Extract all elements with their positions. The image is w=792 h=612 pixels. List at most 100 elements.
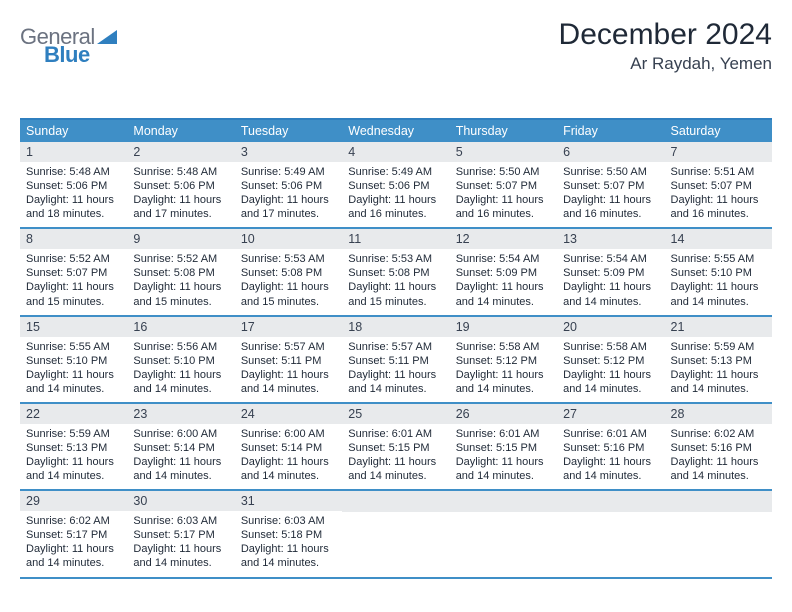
sunset-line: Sunset: 5:16 PM bbox=[671, 441, 766, 455]
day-details: Sunrise: 6:01 AMSunset: 5:15 PMDaylight:… bbox=[342, 424, 449, 483]
sunrise-line: Sunrise: 5:48 AM bbox=[26, 165, 121, 179]
day-cell bbox=[557, 491, 664, 576]
dow-cell: Friday bbox=[557, 120, 664, 142]
day-details: Sunrise: 5:52 AMSunset: 5:08 PMDaylight:… bbox=[127, 249, 234, 308]
sunset-line: Sunset: 5:10 PM bbox=[671, 266, 766, 280]
sunrise-line: Sunrise: 5:53 AM bbox=[348, 252, 443, 266]
day-cell: 4Sunrise: 5:49 AMSunset: 5:06 PMDaylight… bbox=[342, 142, 449, 227]
brand-part2-wrap: Blue bbox=[44, 42, 90, 68]
sunrise-line: Sunrise: 5:54 AM bbox=[456, 252, 551, 266]
day-number: 23 bbox=[127, 404, 234, 424]
day-cell: 20Sunrise: 5:58 AMSunset: 5:12 PMDayligh… bbox=[557, 317, 664, 402]
day-details: Sunrise: 5:55 AMSunset: 5:10 PMDaylight:… bbox=[665, 249, 772, 308]
day-number: 8 bbox=[20, 229, 127, 249]
day-cell: 14Sunrise: 5:55 AMSunset: 5:10 PMDayligh… bbox=[665, 229, 772, 314]
sunset-line: Sunset: 5:07 PM bbox=[671, 179, 766, 193]
week-row: 15Sunrise: 5:55 AMSunset: 5:10 PMDayligh… bbox=[20, 317, 772, 404]
day-details: Sunrise: 6:03 AMSunset: 5:17 PMDaylight:… bbox=[127, 511, 234, 570]
day-number: 15 bbox=[20, 317, 127, 337]
sunrise-line: Sunrise: 6:00 AM bbox=[241, 427, 336, 441]
day-of-week-header: SundayMondayTuesdayWednesdayThursdayFrid… bbox=[20, 120, 772, 142]
day-cell: 30Sunrise: 6:03 AMSunset: 5:17 PMDayligh… bbox=[127, 491, 234, 576]
sunset-line: Sunset: 5:06 PM bbox=[26, 179, 121, 193]
daylight-line: Daylight: 11 hours and 14 minutes. bbox=[563, 368, 658, 396]
day-number: 4 bbox=[342, 142, 449, 162]
daylight-line: Daylight: 11 hours and 15 minutes. bbox=[26, 280, 121, 308]
dow-cell: Saturday bbox=[665, 120, 772, 142]
day-details: Sunrise: 5:59 AMSunset: 5:13 PMDaylight:… bbox=[20, 424, 127, 483]
day-cell: 22Sunrise: 5:59 AMSunset: 5:13 PMDayligh… bbox=[20, 404, 127, 489]
day-cell: 27Sunrise: 6:01 AMSunset: 5:16 PMDayligh… bbox=[557, 404, 664, 489]
day-number: 13 bbox=[557, 229, 664, 249]
day-cell: 8Sunrise: 5:52 AMSunset: 5:07 PMDaylight… bbox=[20, 229, 127, 314]
month-title: December 2024 bbox=[559, 18, 772, 52]
sunset-line: Sunset: 5:06 PM bbox=[348, 179, 443, 193]
sunset-line: Sunset: 5:15 PM bbox=[456, 441, 551, 455]
day-number: 18 bbox=[342, 317, 449, 337]
day-details: Sunrise: 5:51 AMSunset: 5:07 PMDaylight:… bbox=[665, 162, 772, 221]
day-cell: 25Sunrise: 6:01 AMSunset: 5:15 PMDayligh… bbox=[342, 404, 449, 489]
day-details: Sunrise: 5:50 AMSunset: 5:07 PMDaylight:… bbox=[557, 162, 664, 221]
calendar-grid: SundayMondayTuesdayWednesdayThursdayFrid… bbox=[20, 118, 772, 579]
day-details: Sunrise: 5:56 AMSunset: 5:10 PMDaylight:… bbox=[127, 337, 234, 396]
day-details: Sunrise: 6:03 AMSunset: 5:18 PMDaylight:… bbox=[235, 511, 342, 570]
sunrise-line: Sunrise: 5:53 AM bbox=[241, 252, 336, 266]
day-number: 14 bbox=[665, 229, 772, 249]
day-cell: 1Sunrise: 5:48 AMSunset: 5:06 PMDaylight… bbox=[20, 142, 127, 227]
sunset-line: Sunset: 5:18 PM bbox=[241, 528, 336, 542]
day-details: Sunrise: 5:53 AMSunset: 5:08 PMDaylight:… bbox=[235, 249, 342, 308]
day-cell: 12Sunrise: 5:54 AMSunset: 5:09 PMDayligh… bbox=[450, 229, 557, 314]
day-number: 6 bbox=[557, 142, 664, 162]
day-details: Sunrise: 6:00 AMSunset: 5:14 PMDaylight:… bbox=[127, 424, 234, 483]
daylight-line: Daylight: 11 hours and 14 minutes. bbox=[133, 542, 228, 570]
title-block: December 2024 Ar Raydah, Yemen bbox=[559, 18, 772, 74]
day-number bbox=[557, 491, 664, 512]
day-cell: 29Sunrise: 6:02 AMSunset: 5:17 PMDayligh… bbox=[20, 491, 127, 576]
day-details: Sunrise: 5:59 AMSunset: 5:13 PMDaylight:… bbox=[665, 337, 772, 396]
sunset-line: Sunset: 5:17 PM bbox=[26, 528, 121, 542]
sunrise-line: Sunrise: 6:03 AM bbox=[133, 514, 228, 528]
daylight-line: Daylight: 11 hours and 14 minutes. bbox=[133, 368, 228, 396]
daylight-line: Daylight: 11 hours and 14 minutes. bbox=[671, 280, 766, 308]
sunrise-line: Sunrise: 6:01 AM bbox=[563, 427, 658, 441]
sunrise-line: Sunrise: 5:49 AM bbox=[348, 165, 443, 179]
sunset-line: Sunset: 5:11 PM bbox=[241, 354, 336, 368]
day-cell: 2Sunrise: 5:48 AMSunset: 5:06 PMDaylight… bbox=[127, 142, 234, 227]
sunset-line: Sunset: 5:10 PM bbox=[26, 354, 121, 368]
day-number bbox=[342, 491, 449, 512]
sunset-line: Sunset: 5:08 PM bbox=[133, 266, 228, 280]
sunset-line: Sunset: 5:06 PM bbox=[133, 179, 228, 193]
day-number: 25 bbox=[342, 404, 449, 424]
sunset-line: Sunset: 5:11 PM bbox=[348, 354, 443, 368]
day-number: 26 bbox=[450, 404, 557, 424]
day-details: Sunrise: 5:58 AMSunset: 5:12 PMDaylight:… bbox=[557, 337, 664, 396]
day-number: 31 bbox=[235, 491, 342, 511]
week-row: 8Sunrise: 5:52 AMSunset: 5:07 PMDaylight… bbox=[20, 229, 772, 316]
day-number: 24 bbox=[235, 404, 342, 424]
day-cell: 3Sunrise: 5:49 AMSunset: 5:06 PMDaylight… bbox=[235, 142, 342, 227]
day-cell: 15Sunrise: 5:55 AMSunset: 5:10 PMDayligh… bbox=[20, 317, 127, 402]
sunset-line: Sunset: 5:13 PM bbox=[671, 354, 766, 368]
daylight-line: Daylight: 11 hours and 14 minutes. bbox=[563, 280, 658, 308]
sunrise-line: Sunrise: 5:49 AM bbox=[241, 165, 336, 179]
day-details: Sunrise: 6:00 AMSunset: 5:14 PMDaylight:… bbox=[235, 424, 342, 483]
day-details: Sunrise: 5:54 AMSunset: 5:09 PMDaylight:… bbox=[450, 249, 557, 308]
daylight-line: Daylight: 11 hours and 16 minutes. bbox=[671, 193, 766, 221]
daylight-line: Daylight: 11 hours and 15 minutes. bbox=[348, 280, 443, 308]
daylight-line: Daylight: 11 hours and 14 minutes. bbox=[563, 455, 658, 483]
sunset-line: Sunset: 5:12 PM bbox=[563, 354, 658, 368]
dow-cell: Wednesday bbox=[342, 120, 449, 142]
day-number: 30 bbox=[127, 491, 234, 511]
day-number: 9 bbox=[127, 229, 234, 249]
daylight-line: Daylight: 11 hours and 14 minutes. bbox=[26, 542, 121, 570]
sunrise-line: Sunrise: 5:54 AM bbox=[563, 252, 658, 266]
sunrise-line: Sunrise: 5:57 AM bbox=[241, 340, 336, 354]
daylight-line: Daylight: 11 hours and 16 minutes. bbox=[563, 193, 658, 221]
sunrise-line: Sunrise: 6:01 AM bbox=[348, 427, 443, 441]
sunset-line: Sunset: 5:09 PM bbox=[456, 266, 551, 280]
sunrise-line: Sunrise: 6:02 AM bbox=[26, 514, 121, 528]
sunrise-line: Sunrise: 5:55 AM bbox=[671, 252, 766, 266]
brand-part2: Blue bbox=[44, 42, 90, 67]
day-number: 5 bbox=[450, 142, 557, 162]
day-cell: 13Sunrise: 5:54 AMSunset: 5:09 PMDayligh… bbox=[557, 229, 664, 314]
